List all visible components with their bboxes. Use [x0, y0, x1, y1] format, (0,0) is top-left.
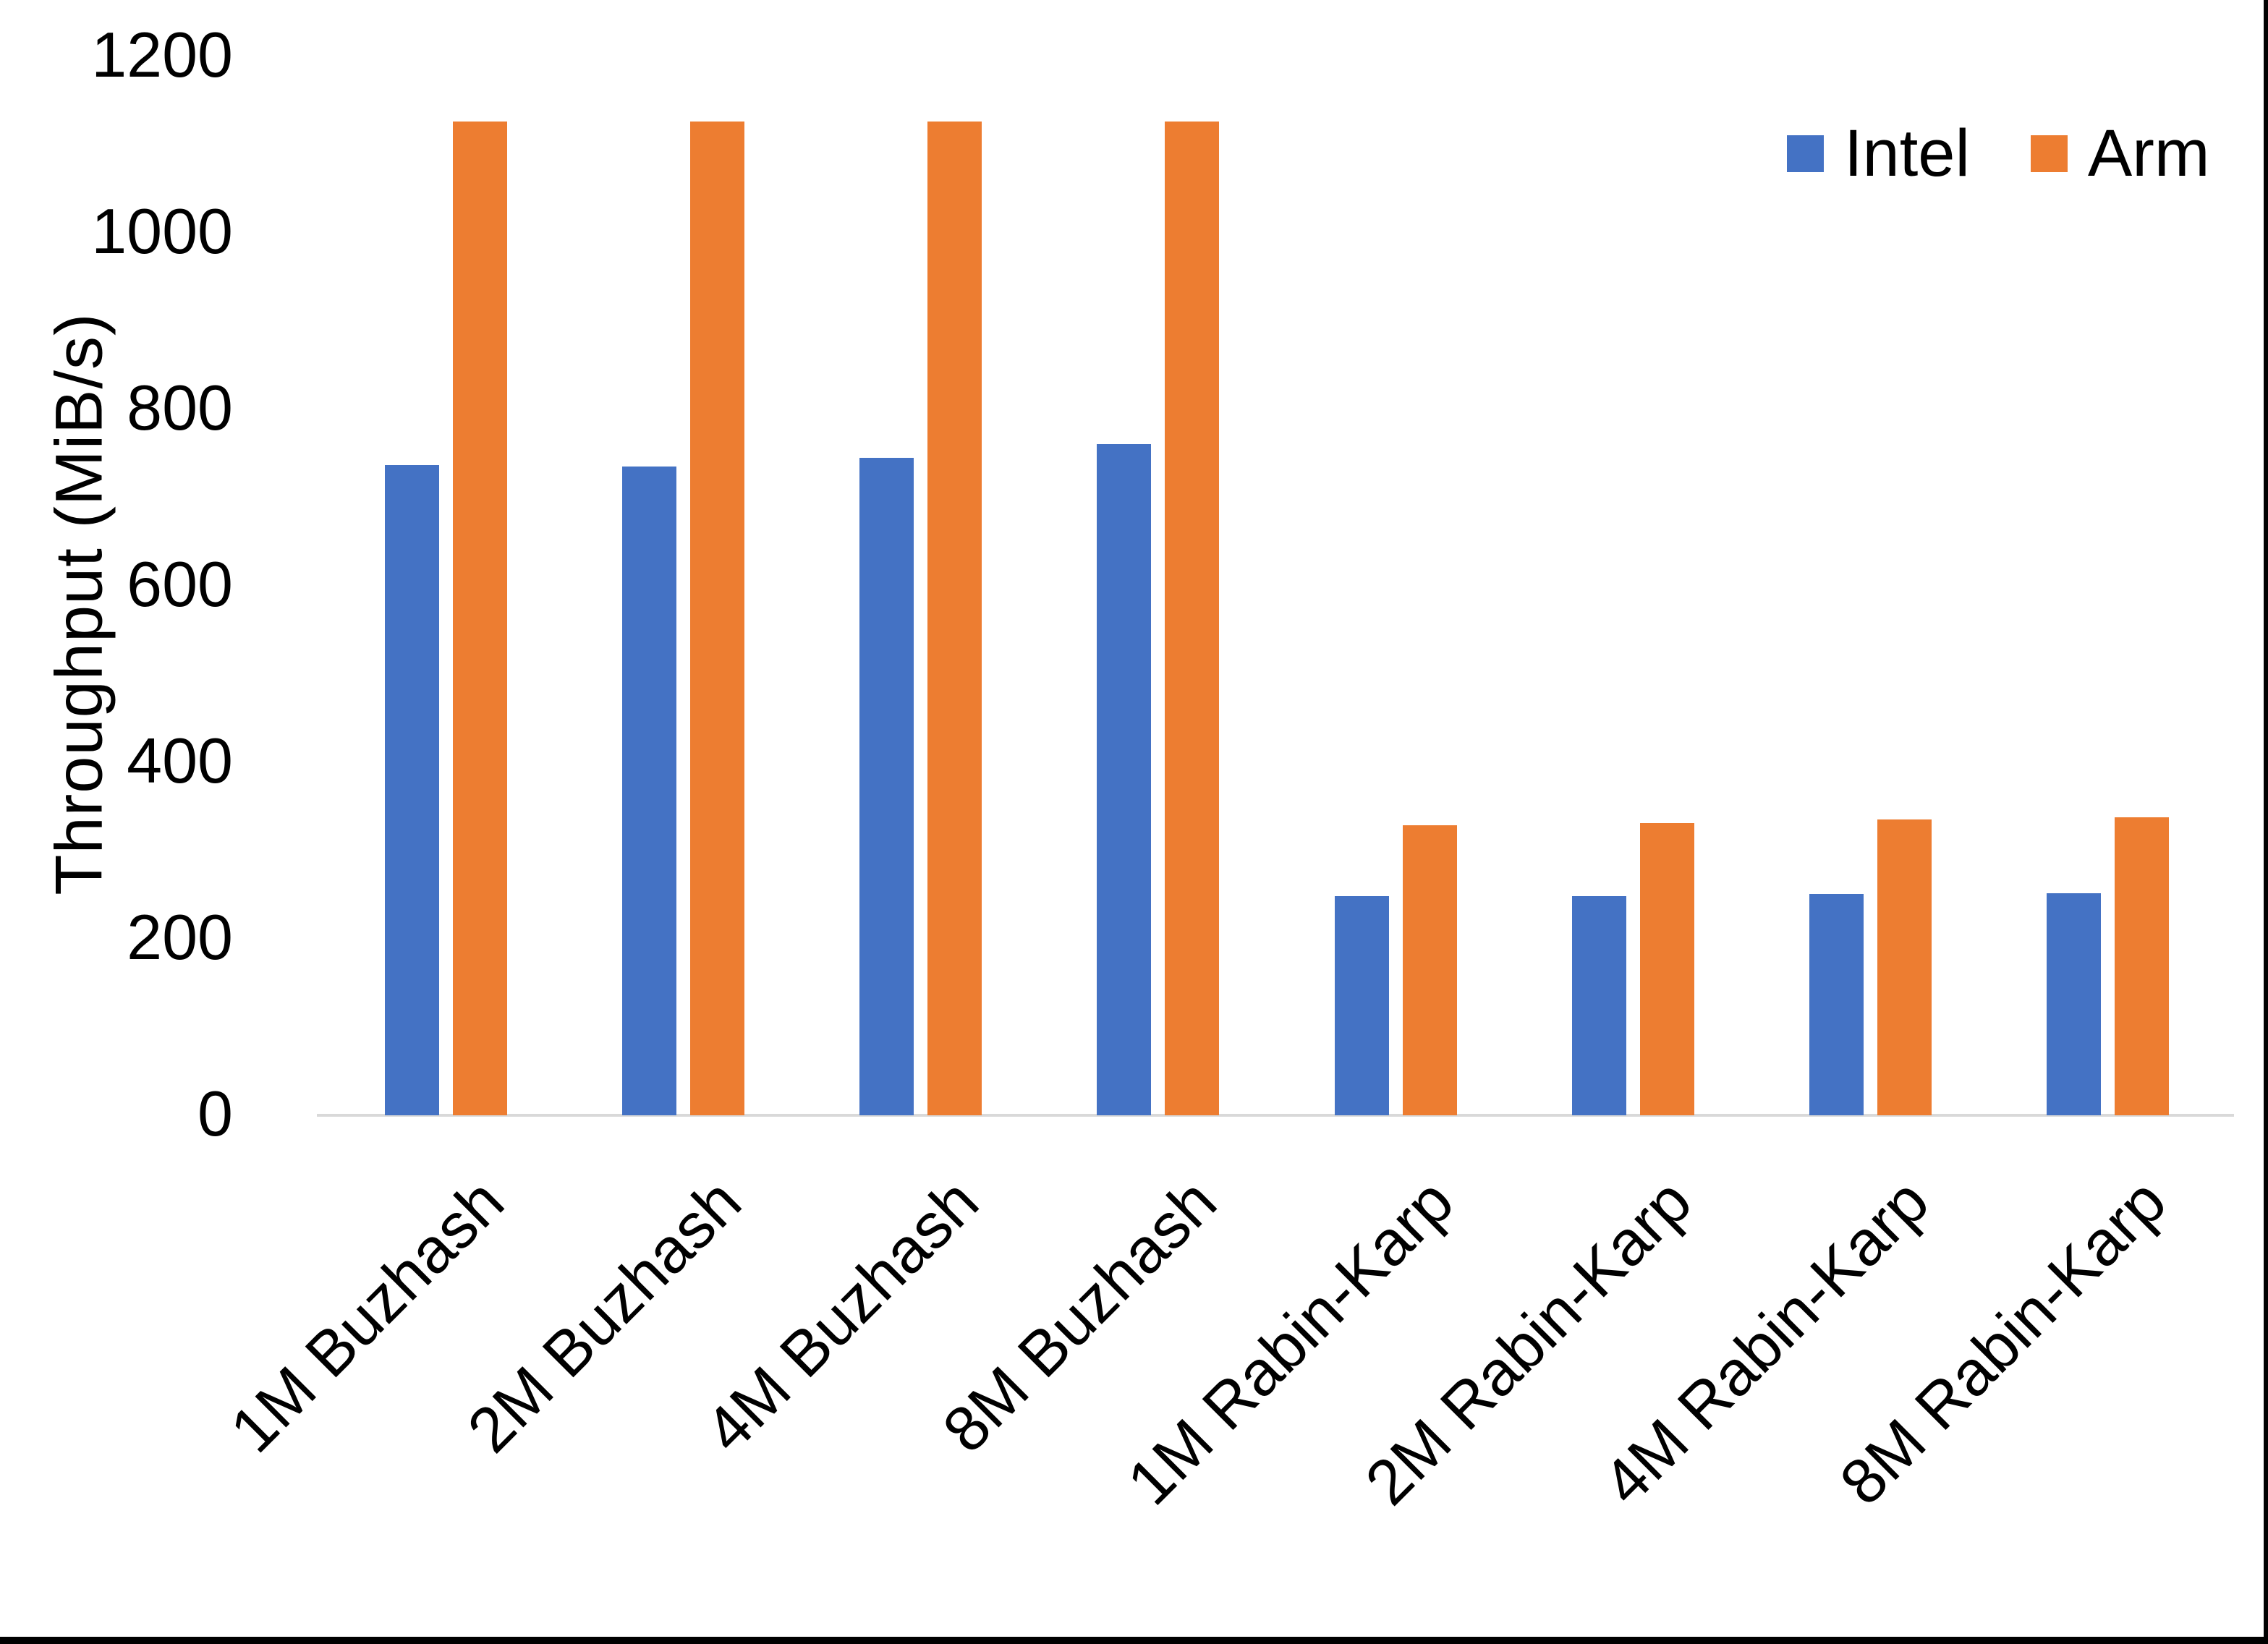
intel-legend-swatch-icon	[1787, 135, 1824, 172]
y-tick-label: 600	[127, 548, 233, 621]
y-axis-title: Throughput (MiB/s)	[42, 312, 116, 895]
arm-bar	[689, 122, 744, 1115]
arm-bar	[1639, 823, 1694, 1115]
y-tick-label: 0	[198, 1078, 233, 1150]
legend-item-intel: Intel	[1787, 120, 1970, 187]
screenshot-right-border	[2264, 0, 2268, 1644]
intel-bar	[1809, 894, 1864, 1115]
arm-bar	[2115, 817, 2170, 1115]
legend-item-arm: Arm	[2030, 116, 2210, 190]
arm-legend-label: Arm	[2087, 116, 2210, 190]
arm-bar	[1402, 825, 1457, 1115]
intel-bar	[1097, 444, 1152, 1115]
y-tick-label: 1000	[91, 195, 233, 268]
y-tick-label: 1200	[91, 19, 233, 91]
intel-bar	[2047, 893, 2102, 1115]
arm-bar	[927, 122, 982, 1115]
intel-bar	[1334, 896, 1389, 1115]
x-axis-line	[317, 1114, 2234, 1117]
y-tick-label: 800	[127, 372, 233, 444]
arm-bar	[452, 122, 507, 1115]
intel-bar	[621, 467, 676, 1115]
legend: Intel Arm	[1787, 120, 2210, 187]
arm-bar	[1165, 122, 1220, 1115]
y-tick-label: 400	[127, 725, 233, 797]
intel-legend-label: Intel	[1844, 116, 1970, 190]
intel-bar	[1571, 896, 1626, 1115]
intel-bar	[859, 458, 914, 1115]
y-tick-label: 200	[127, 901, 233, 974]
arm-bar	[1877, 819, 1932, 1115]
intel-bar	[384, 465, 439, 1115]
screenshot-bottom-border	[0, 1637, 2268, 1644]
arm-legend-swatch-icon	[2030, 135, 2068, 172]
